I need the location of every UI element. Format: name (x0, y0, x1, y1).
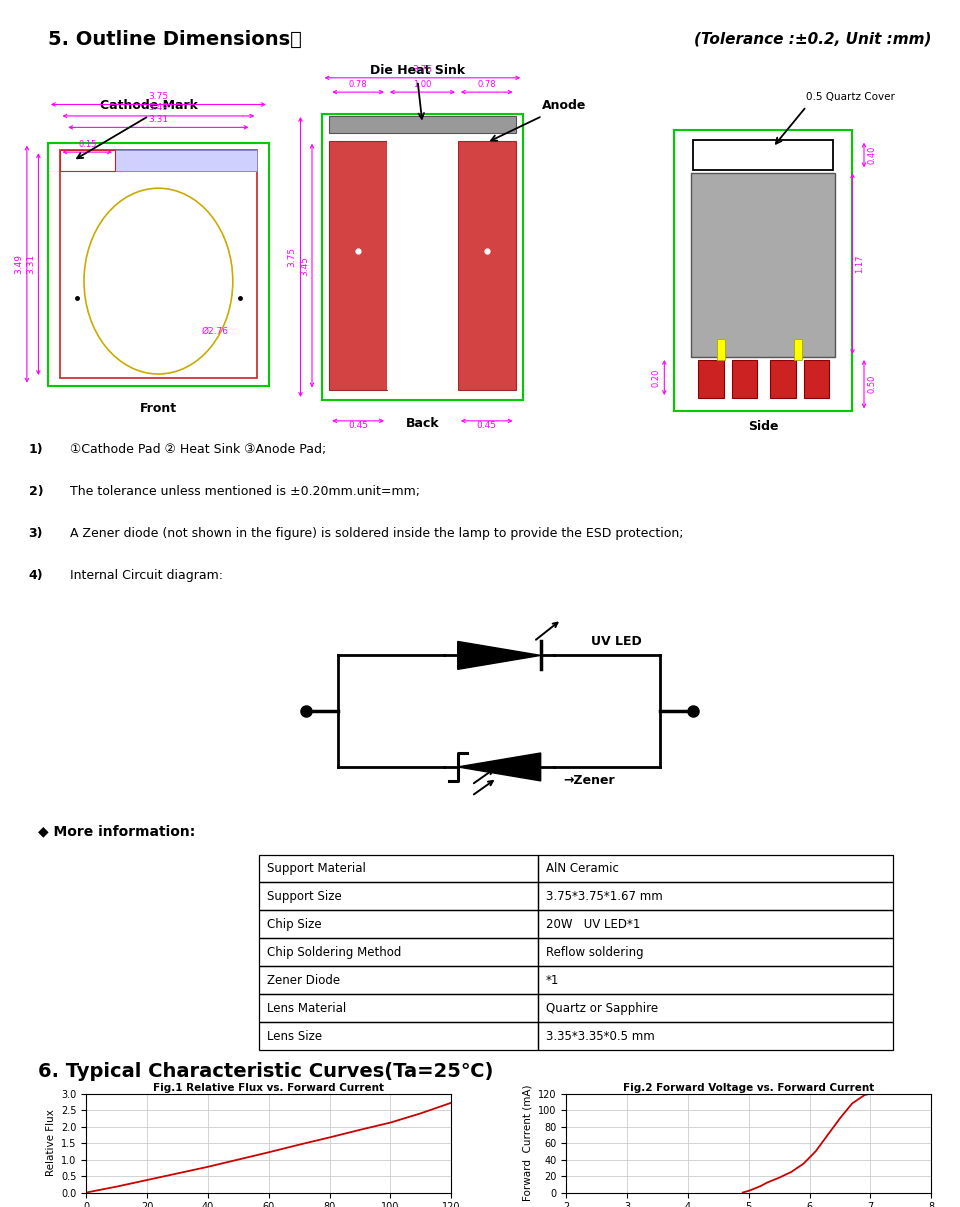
Text: Anode: Anode (542, 99, 587, 112)
Title: Fig.1 Relative Flux vs. Forward Current: Fig.1 Relative Flux vs. Forward Current (154, 1083, 384, 1092)
Text: 0.45: 0.45 (348, 421, 368, 431)
Text: Support Material: Support Material (267, 862, 366, 875)
Text: Cathode Mark: Cathode Mark (100, 99, 198, 112)
Text: 3.75: 3.75 (288, 247, 297, 267)
Text: 20W   UV LED*1: 20W UV LED*1 (545, 917, 640, 931)
Bar (387, 141, 458, 390)
Text: Side: Side (748, 420, 779, 433)
Bar (259, 910, 538, 938)
Text: →Zener: →Zener (564, 775, 615, 787)
Text: The tolerance unless mentioned is ±0.20mm.unit=mm;: The tolerance unless mentioned is ±0.20m… (70, 485, 420, 498)
Bar (259, 967, 538, 995)
Text: 1.17: 1.17 (855, 255, 864, 273)
Text: 3.75: 3.75 (149, 92, 168, 100)
Bar (538, 855, 893, 882)
Bar (538, 910, 893, 938)
Text: Reflow soldering: Reflow soldering (545, 946, 643, 958)
Text: 0.45: 0.45 (477, 421, 496, 431)
Bar (259, 938, 538, 967)
Bar (804, 360, 829, 398)
Bar (538, 938, 893, 967)
Bar (259, 995, 538, 1022)
Text: 1): 1) (29, 443, 43, 456)
Text: 3.35*3.35*0.5 mm: 3.35*3.35*0.5 mm (545, 1030, 655, 1043)
Text: 6. Typical Characteristic Curves(Ta=25℃): 6. Typical Characteristic Curves(Ta=25℃) (37, 1062, 493, 1081)
Text: 2): 2) (29, 485, 43, 498)
Text: Back: Back (405, 416, 440, 430)
Bar (794, 339, 802, 360)
Bar (770, 360, 796, 398)
Bar (538, 882, 893, 910)
Bar (259, 882, 538, 910)
Text: UV LED: UV LED (591, 635, 642, 648)
Title: Fig.2 Forward Voltage vs. Forward Current: Fig.2 Forward Voltage vs. Forward Curren… (623, 1083, 875, 1092)
Bar (60, 150, 115, 171)
Text: 0.78: 0.78 (477, 80, 496, 89)
Text: Chip Size: Chip Size (267, 917, 322, 931)
Text: Lens Size: Lens Size (267, 1030, 322, 1043)
Bar (538, 1022, 893, 1050)
Text: Die Heat Sink: Die Heat Sink (370, 64, 466, 77)
Text: Support Size: Support Size (267, 890, 342, 903)
Text: 0.78: 0.78 (348, 80, 368, 89)
Text: 5. Outline Dimensions：: 5. Outline Dimensions： (48, 30, 301, 48)
Text: 0.50: 0.50 (868, 375, 876, 393)
Bar (329, 116, 516, 133)
Text: 0.40: 0.40 (868, 146, 876, 164)
Bar (717, 339, 725, 360)
Bar (698, 360, 724, 398)
Text: A Zener diode (not shown in the figure) is soldered inside the lamp to provide t: A Zener diode (not shown in the figure) … (70, 527, 684, 541)
Text: 0.5 Quartz Cover: 0.5 Quartz Cover (806, 92, 896, 101)
Text: *1: *1 (545, 974, 559, 987)
Text: 3.49: 3.49 (149, 103, 168, 112)
Text: 3.75*3.75*1.67 mm: 3.75*3.75*1.67 mm (545, 890, 662, 903)
Text: Front: Front (140, 402, 177, 415)
Text: Chip Soldering Method: Chip Soldering Method (267, 946, 401, 958)
Text: 1.00: 1.00 (413, 80, 432, 89)
Text: AlN Ceramic: AlN Ceramic (545, 862, 618, 875)
Text: 4): 4) (29, 570, 43, 582)
Bar (259, 855, 538, 882)
Bar (538, 967, 893, 995)
Bar (322, 113, 523, 400)
Text: 3.45: 3.45 (300, 256, 309, 275)
Text: Quartz or Sapphire: Quartz or Sapphire (545, 1002, 658, 1015)
Bar (329, 141, 387, 390)
Y-axis label: Forward  Current (mA): Forward Current (mA) (522, 1085, 533, 1201)
Bar (60, 150, 257, 378)
Bar (259, 1022, 538, 1050)
Text: 3.49: 3.49 (14, 255, 23, 274)
Bar (48, 142, 269, 385)
Text: 3.75: 3.75 (413, 65, 432, 74)
Text: Zener Diode: Zener Diode (267, 974, 340, 987)
Text: 3): 3) (29, 527, 43, 541)
Text: ◆ More information:: ◆ More information: (37, 824, 195, 839)
Text: Ø2.76: Ø2.76 (202, 327, 228, 336)
Text: 0.20: 0.20 (652, 368, 660, 386)
Bar (732, 360, 757, 398)
Text: Internal Circuit diagram:: Internal Circuit diagram: (70, 570, 224, 582)
Polygon shape (458, 641, 540, 670)
Bar (693, 140, 833, 170)
Text: 0.15: 0.15 (78, 140, 96, 150)
Bar (691, 173, 835, 357)
Text: Lens Material: Lens Material (267, 1002, 346, 1015)
Text: ①Cathode Pad ② Heat Sink ③Anode Pad;: ①Cathode Pad ② Heat Sink ③Anode Pad; (70, 443, 326, 456)
Bar (674, 130, 852, 412)
Polygon shape (458, 753, 540, 781)
Y-axis label: Relative Flux: Relative Flux (46, 1109, 56, 1177)
Text: 3.31: 3.31 (27, 253, 36, 274)
Bar (538, 995, 893, 1022)
Bar (60, 150, 257, 171)
Bar (458, 141, 516, 390)
Text: (Tolerance :±0.2, Unit :mm): (Tolerance :±0.2, Unit :mm) (694, 31, 931, 47)
Text: 3.31: 3.31 (149, 115, 168, 123)
